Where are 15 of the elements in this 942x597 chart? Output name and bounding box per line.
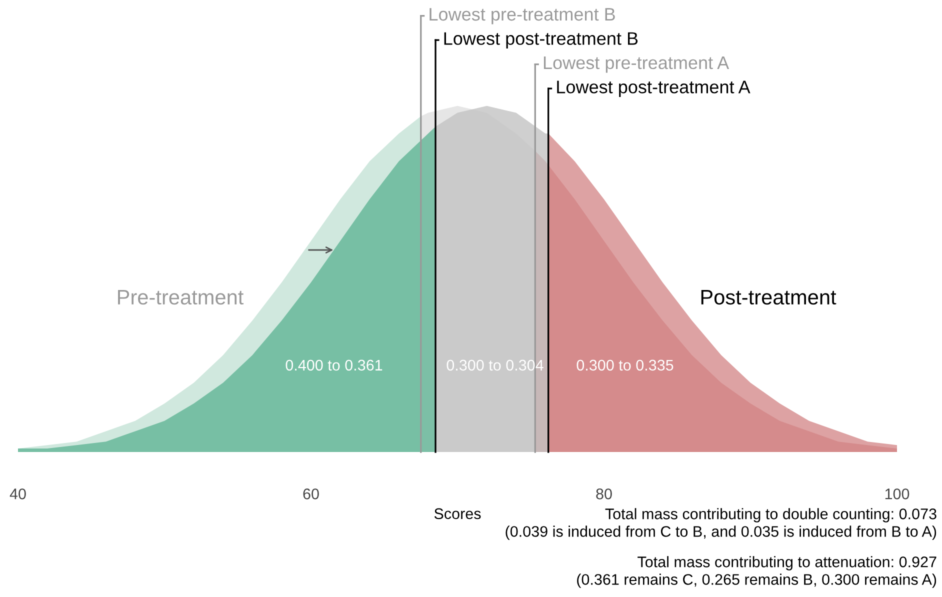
ref-line-label: Lowest pre-treatment B [430, 8, 615, 24]
annotation: 0.300 to 0.335 [576, 360, 674, 371]
annotation: Post-treatment [701, 290, 836, 305]
text: Total mass contributing to attenuation: 0.927 (0.361 remains C, 0.265 remains B, 0.300 remains A) [577, 556, 936, 588]
ref-line-label: Lowest post-treatment A [557, 80, 750, 97]
x-tick-label: 60 [303, 488, 319, 500]
text: Total mass contributing to double counting: 0.073 (0.039 is induced from C to B, and 0.035 is induced from B to A) [506, 508, 936, 540]
x-tick-label: 100 [885, 488, 910, 500]
annotation: Pre-treatment [118, 290, 244, 305]
ref-line-label: Lowest pre-treatment A [544, 56, 730, 73]
x-tick-label: 40 [10, 488, 26, 500]
annotation: 0.400 to 0.361 [286, 360, 382, 371]
x-axis-title: Scores [434, 508, 481, 520]
x-tick-label: 80 [596, 488, 612, 500]
ref-line-label: Lowest post-treatment B [444, 32, 638, 48]
